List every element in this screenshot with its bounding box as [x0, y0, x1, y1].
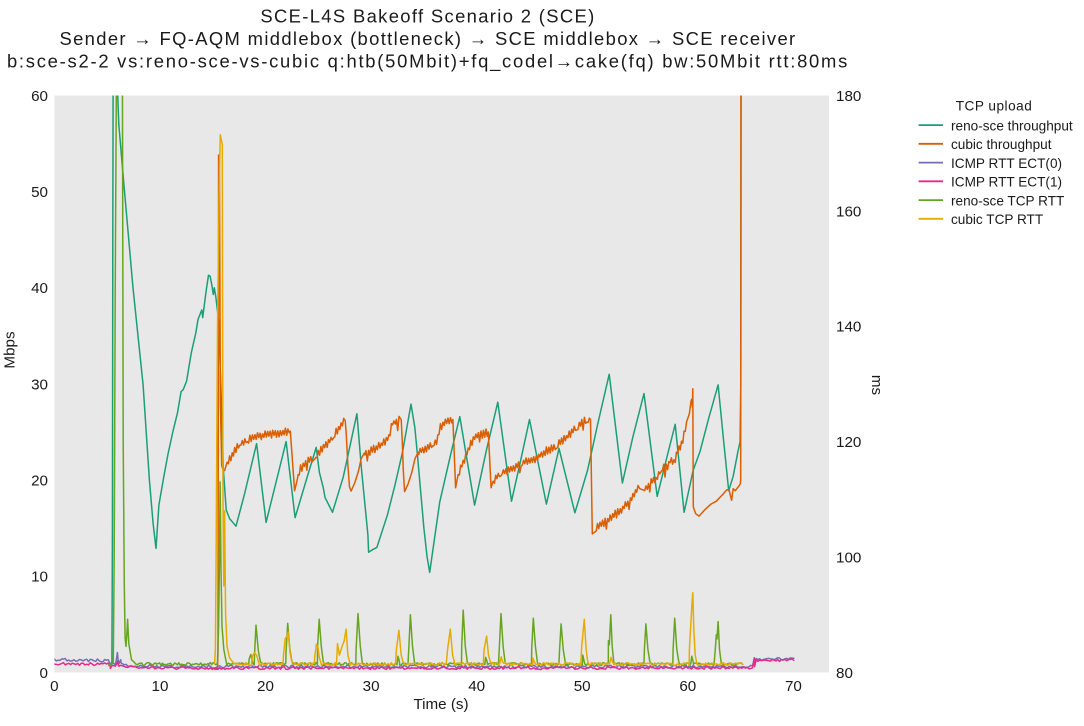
- svg-text:80: 80: [836, 665, 853, 682]
- svg-text:50: 50: [31, 184, 48, 201]
- svg-text:50: 50: [574, 678, 591, 695]
- svg-text:20: 20: [257, 678, 274, 695]
- svg-text:10: 10: [31, 569, 48, 586]
- svg-text:120: 120: [836, 434, 861, 451]
- svg-text:40: 40: [468, 678, 485, 695]
- svg-text:0: 0: [50, 678, 58, 695]
- svg-text:20: 20: [31, 473, 48, 490]
- svg-text:70: 70: [785, 678, 802, 695]
- svg-text:ICMP RTT ECT(0): ICMP RTT ECT(0): [951, 156, 1062, 171]
- svg-text:Time (s): Time (s): [413, 696, 468, 713]
- svg-text:Sender → FQ-AQM middlebox (bot: Sender → FQ-AQM middlebox (bottleneck) →…: [59, 28, 796, 49]
- svg-text:cubic throughput: cubic throughput: [951, 137, 1052, 152]
- svg-text:ms: ms: [868, 375, 885, 396]
- svg-text:Mbps: Mbps: [2, 331, 19, 369]
- svg-text:0: 0: [40, 665, 48, 682]
- svg-text:40: 40: [31, 280, 48, 297]
- svg-text:TCP upload: TCP upload: [956, 99, 1033, 114]
- svg-text:30: 30: [31, 376, 48, 393]
- svg-text:100: 100: [836, 549, 861, 566]
- svg-text:60: 60: [679, 678, 696, 695]
- svg-text:160: 160: [836, 203, 861, 220]
- svg-text:180: 180: [836, 88, 861, 105]
- svg-text:140: 140: [836, 319, 861, 336]
- svg-text:reno-sce TCP RTT: reno-sce TCP RTT: [951, 193, 1064, 208]
- svg-text:cubic TCP RTT: cubic TCP RTT: [951, 212, 1043, 227]
- svg-text:ICMP RTT ECT(1): ICMP RTT ECT(1): [951, 175, 1062, 190]
- svg-text:10: 10: [152, 678, 169, 695]
- svg-text:60: 60: [31, 88, 48, 105]
- svg-text:SCE-L4S Bakeoff Scenario 2 (SC: SCE-L4S Bakeoff Scenario 2 (SCE): [260, 6, 595, 27]
- svg-text:reno-sce throughput: reno-sce throughput: [951, 118, 1073, 133]
- svg-text:b:sce-s2-2 vs:reno-sce-vs-cubi: b:sce-s2-2 vs:reno-sce-vs-cubic q:htb(50…: [7, 51, 849, 73]
- svg-text:30: 30: [363, 678, 380, 695]
